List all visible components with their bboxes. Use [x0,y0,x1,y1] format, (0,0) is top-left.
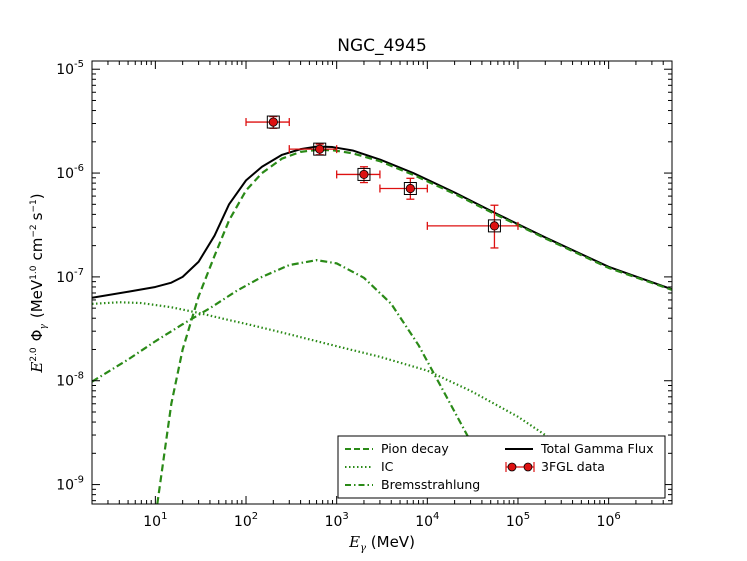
legend-box [337,435,666,499]
legend: Pion decay IC Bremsstrahlung Total Gamma… [337,435,666,499]
series-total-gamma-flux [92,145,672,299]
x-axis-label: Eγ (MeV) [348,533,415,554]
y-tick-label: 10-6 [56,163,84,182]
x-tick-label: 104 [415,511,439,530]
data-point [336,166,381,184]
x-tick-label: 103 [325,511,349,530]
y-axis-label: E2.0Φγ(MeV1.0cm−2s−1) [28,193,49,373]
data-point [245,115,290,129]
series-bremsstrahlung [92,259,496,486]
data-points-layer [245,115,519,249]
legend-label-total: Total Gamma Flux [540,441,653,456]
ticks-layer: 101 102 103 104 105 106 10-9 10-8 10-7 10-6 10-5 [56,59,673,530]
series-pion-decay [156,148,672,504]
legend-swatch-3fgl [505,462,535,472]
y-tick-label: 10-7 [56,267,84,286]
data-point [379,177,428,200]
y-tick-label: 10-9 [56,475,84,494]
x-tick-label: 105 [506,511,530,530]
legend-label-brems: Bremsstrahlung [381,477,480,492]
legend-label-ic: IC [381,459,394,474]
y-tick-label: 10-5 [56,59,84,78]
x-tick-label: 106 [597,511,621,530]
x-tick-label: 101 [143,511,167,530]
data-point [288,142,338,156]
chart-title: NGC_4945 [337,36,427,56]
plot-frame [91,60,673,505]
y-tick-label: 10-8 [56,371,84,390]
legend-label-pion: Pion decay [381,441,449,456]
x-tick-label: 102 [234,511,258,530]
data-point [426,204,519,249]
legend-label-3fgl: 3FGL data [541,459,605,474]
